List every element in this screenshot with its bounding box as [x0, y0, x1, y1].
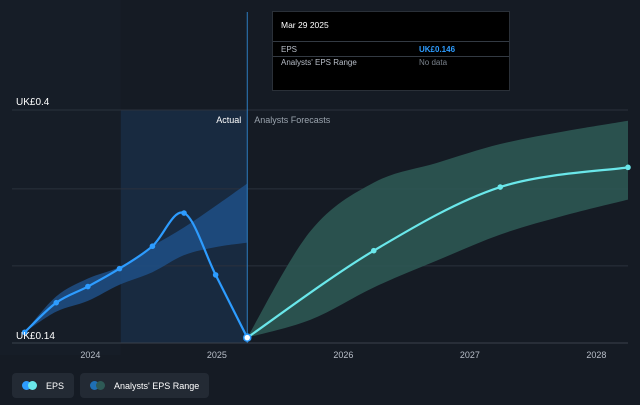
eps-point: [53, 299, 60, 306]
y-axis-bottom-label: UK£0.14: [16, 331, 55, 342]
eps-forecast-point: [625, 164, 631, 171]
x-tick-label: 2028: [586, 350, 606, 360]
legend-eps-label: EPS: [46, 380, 65, 391]
x-axis-ticks: 2024 2025 2026 2027 2028: [80, 350, 606, 360]
x-tick-label: 2025: [207, 350, 227, 360]
tooltip-eps-label: EPS: [281, 45, 298, 54]
forecast-section-label: Analysts Forecasts: [254, 115, 331, 125]
eps-current-point: [243, 333, 252, 342]
x-tick-label: 2027: [460, 350, 480, 360]
eps-forecast-point: [370, 247, 377, 254]
tooltip-date: Mar 29 2025: [281, 20, 329, 30]
eps-point: [181, 210, 187, 216]
legend: EPS Analysts' EPS Range: [12, 373, 210, 398]
forecast-eps-range-band: [247, 120, 629, 338]
actual-section-label: Actual: [216, 115, 241, 125]
x-tick-label: 2026: [333, 350, 353, 360]
eps-point: [212, 272, 219, 278]
y-axis-top-label: UK£0.4: [16, 97, 50, 108]
legend-eps-toggle[interactable]: EPS: [12, 373, 75, 398]
eps-point: [21, 329, 28, 336]
eps-legend-icon: [22, 381, 40, 390]
eps-point: [149, 243, 156, 250]
eps-forecast-line: [246, 166, 629, 339]
x-tick-label: 2024: [80, 350, 100, 360]
tooltip-divider: [273, 41, 509, 42]
legend-range-toggle[interactable]: Analysts' EPS Range: [80, 373, 210, 398]
eps-points: [21, 164, 631, 342]
tooltip-divider: [273, 56, 509, 57]
tooltip-eps-value: UK£0.146: [419, 45, 456, 54]
eps-point: [116, 265, 123, 272]
eps-point: [85, 283, 91, 290]
range-legend-icon: [90, 381, 108, 390]
legend-range-label: Analysts' EPS Range: [114, 380, 200, 391]
eps-forecast-point: [497, 184, 504, 190]
tooltip-range-value: No data: [419, 58, 448, 67]
tooltip: Mar 29 2025 EPS UK£0.146 Analysts' EPS R…: [272, 11, 510, 91]
tooltip-range-label: Analysts' EPS Range: [281, 58, 357, 67]
